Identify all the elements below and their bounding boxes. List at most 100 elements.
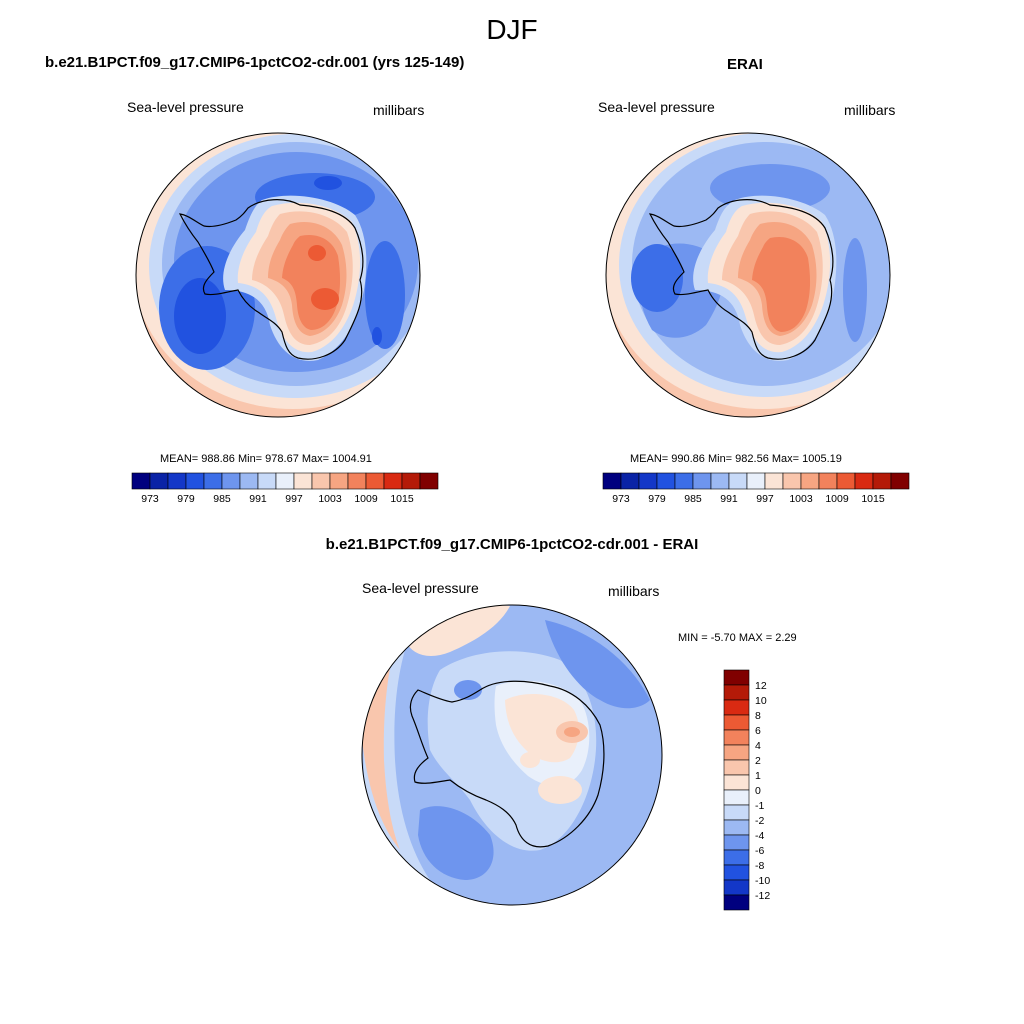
colorbar-tick-label: 1003 <box>789 493 813 505</box>
figure-title: DJF <box>486 14 538 45</box>
colorbar-swatch <box>723 774 750 791</box>
colorbar-tick-label: 979 <box>648 493 666 505</box>
colorbar-tick-label: 12 <box>755 680 767 692</box>
colorbar-swatch <box>131 472 151 490</box>
colorbar-swatch <box>723 864 750 881</box>
colorbar-swatch <box>723 819 750 836</box>
panel-2-variable-label: Sea-level pressure <box>598 99 715 115</box>
panel-1-units-label: millibars <box>373 102 425 118</box>
colorbar-swatch <box>257 472 277 490</box>
colorbar-swatch <box>854 472 874 490</box>
colorbar-tick-label: 8 <box>755 710 761 722</box>
colorbar-tick-label: 997 <box>756 493 774 505</box>
panel-2-stats: MEAN= 990.86 Min= 982.56 Max= 1005.19 <box>630 453 842 465</box>
colorbar-tick-label: -6 <box>755 845 764 857</box>
colorbar-tick-label: 991 <box>249 493 267 505</box>
colorbar-tick-label: 985 <box>684 493 702 505</box>
colorbar-tick-label: 1015 <box>390 493 414 505</box>
colorbar-swatch <box>723 849 750 866</box>
panel-3-variable-label: Sea-level pressure <box>362 580 479 596</box>
colorbar-swatch <box>203 472 223 490</box>
antarctica-coastline <box>648 199 834 360</box>
colorbar-swatch <box>723 804 750 821</box>
colorbar-swatch <box>419 472 439 490</box>
panel-3-title: b.e21.B1PCT.f09_g17.CMIP6-1pctCO2-cdr.00… <box>325 536 699 553</box>
colorbar-swatch <box>347 472 367 490</box>
panel-3-units-label: millibars <box>608 583 660 599</box>
colorbar-tick-label: 10 <box>755 695 767 707</box>
colorbar-swatch <box>383 472 403 490</box>
colorbar-tick-label: 1009 <box>354 493 378 505</box>
colorbar-swatch <box>723 714 750 731</box>
colorbar-swatch <box>656 472 676 490</box>
colorbar-swatch <box>890 472 910 490</box>
colorbar-swatch <box>723 684 750 701</box>
colorbar-swatch <box>602 472 622 490</box>
colorbar-swatch <box>800 472 820 490</box>
colorbar-swatch <box>167 472 187 490</box>
colorbar-swatch <box>329 472 349 490</box>
map-panel-2 <box>605 132 891 418</box>
map-panel-1 <box>135 132 421 418</box>
panel-2-units-label: millibars <box>844 102 896 118</box>
colorbar-tick-label: -1 <box>755 800 764 812</box>
antarctica-coastline <box>178 199 364 360</box>
colorbar-swatch <box>782 472 802 490</box>
colorbar-swatch <box>723 729 750 746</box>
colorbar-tick-label: -8 <box>755 860 764 872</box>
map-panel-3 <box>361 604 663 906</box>
panel-1-title: b.e21.B1PCT.f09_g17.CMIP6-1pctCO2-cdr.00… <box>45 54 465 71</box>
colorbar-swatch <box>818 472 838 490</box>
colorbar-panel-1: 973 979 985 991 997 1003 1009 1015 <box>131 472 439 505</box>
colorbar-swatch <box>723 669 750 686</box>
colorbar-swatch <box>723 894 750 911</box>
antarctica-coastline <box>409 680 605 848</box>
colorbar-tick-label: 991 <box>720 493 738 505</box>
colorbar-swatch <box>872 472 892 490</box>
colorbar-tick-label: 985 <box>213 493 231 505</box>
colorbar-swatch <box>728 472 748 490</box>
colorbar-swatch <box>723 879 750 896</box>
colorbar-swatch <box>275 472 295 490</box>
colorbar-tick-label: 973 <box>141 493 159 505</box>
colorbar-swatch <box>185 472 205 490</box>
colorbar-swatch <box>746 472 766 490</box>
colorbar-tick-label: -2 <box>755 815 764 827</box>
colorbar-tick-label: 1 <box>755 770 761 782</box>
colorbar-swatch <box>239 472 259 490</box>
colorbar-tick-label: 973 <box>612 493 630 505</box>
colorbar-tick-label: -4 <box>755 830 764 842</box>
colorbar-swatch <box>764 472 784 490</box>
colorbar-swatch <box>293 472 313 490</box>
colorbar-swatch <box>638 472 658 490</box>
colorbar-swatch <box>836 472 856 490</box>
colorbar-swatch <box>149 472 169 490</box>
colorbar-swatch <box>710 472 730 490</box>
colorbar-tick-label: 997 <box>285 493 303 505</box>
colorbar-swatch <box>620 472 640 490</box>
colorbar-swatch <box>723 789 750 806</box>
colorbar-swatch <box>723 699 750 716</box>
colorbar-swatch <box>723 759 750 776</box>
colorbar-swatch <box>401 472 421 490</box>
colorbar-swatch <box>723 744 750 761</box>
colorbar-tick-label: 1015 <box>861 493 885 505</box>
colorbar-swatch <box>674 472 694 490</box>
colorbar-tick-label: 0 <box>755 785 761 797</box>
panel-3-stats: MIN = -5.70 MAX = 2.29 <box>678 632 797 644</box>
colorbar-tick-label: 1003 <box>318 493 342 505</box>
colorbar-tick-label: -10 <box>755 875 770 887</box>
panel-2-title: ERAI <box>727 56 763 73</box>
panel-1-variable-label: Sea-level pressure <box>127 99 244 115</box>
colorbar-swatch <box>311 472 331 490</box>
colorbar-tick-label: 1009 <box>825 493 849 505</box>
colorbar-tick-label: 4 <box>755 740 761 752</box>
colorbar-tick-label: -12 <box>755 890 770 902</box>
colorbar-tick-label: 2 <box>755 755 761 767</box>
colorbar-tick-label: 979 <box>177 493 195 505</box>
colorbar-swatch <box>221 472 241 490</box>
colorbar-swatch <box>365 472 385 490</box>
colorbar-tick-label: 6 <box>755 725 761 737</box>
panel-1-stats: MEAN= 988.86 Min= 978.67 Max= 1004.91 <box>160 453 372 465</box>
